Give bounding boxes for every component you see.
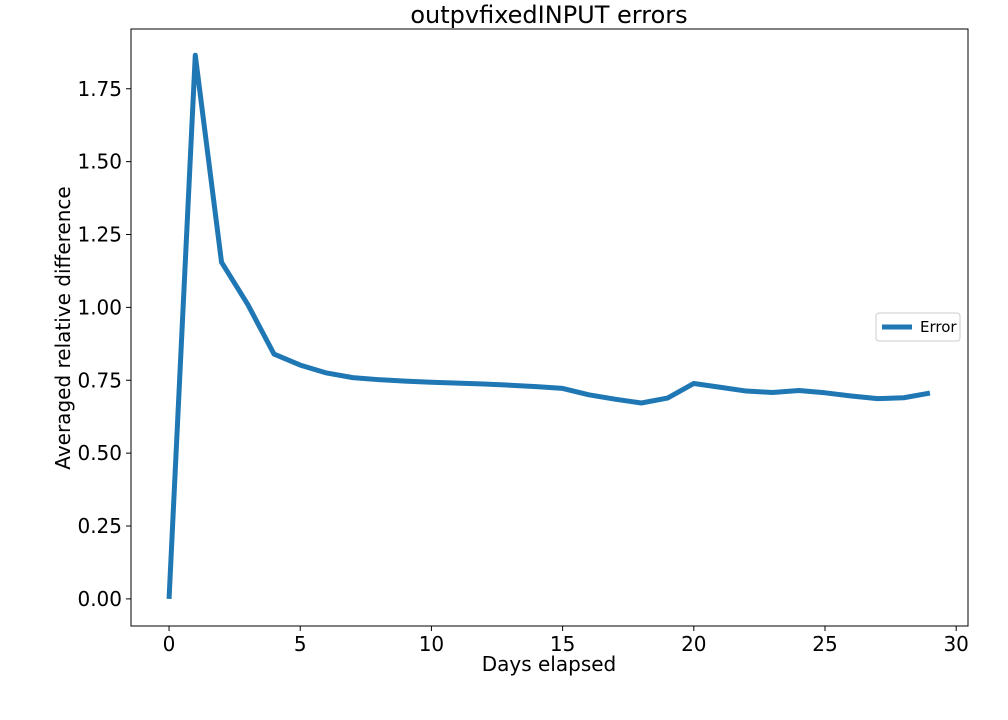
- x-tick-label: 10: [419, 632, 444, 656]
- legend: Error: [875, 312, 961, 342]
- legend-box: [875, 312, 961, 342]
- x-tick-label: 15: [550, 632, 575, 656]
- plot-frame: [130, 28, 969, 627]
- x-tick-label: 0: [163, 632, 176, 656]
- chart-title: outpvfixedINPUT errors: [410, 1, 687, 29]
- y-tick-label: 0.25: [77, 514, 122, 538]
- y-tick-label: 1.50: [77, 150, 122, 174]
- y-tick-label: 1.00: [77, 295, 122, 319]
- legend-label-error: Error: [920, 318, 957, 336]
- x-tick-label: 5: [294, 632, 307, 656]
- y-axis-label: Averaged relative difference: [51, 186, 75, 469]
- series-line-error: [166, 52, 931, 600]
- y-tick-label: 1.25: [77, 223, 122, 247]
- y-tick-label: 0.75: [77, 368, 122, 392]
- y-tick-label: 0.50: [77, 441, 122, 465]
- x-axis-label: Days elapsed: [482, 652, 617, 676]
- x-tick-label: 30: [943, 632, 968, 656]
- y-tick-label: 0.00: [77, 587, 122, 611]
- x-tick-label: 20: [681, 632, 706, 656]
- x-tick-label: 25: [812, 632, 837, 656]
- y-tick-label: 1.75: [77, 77, 122, 101]
